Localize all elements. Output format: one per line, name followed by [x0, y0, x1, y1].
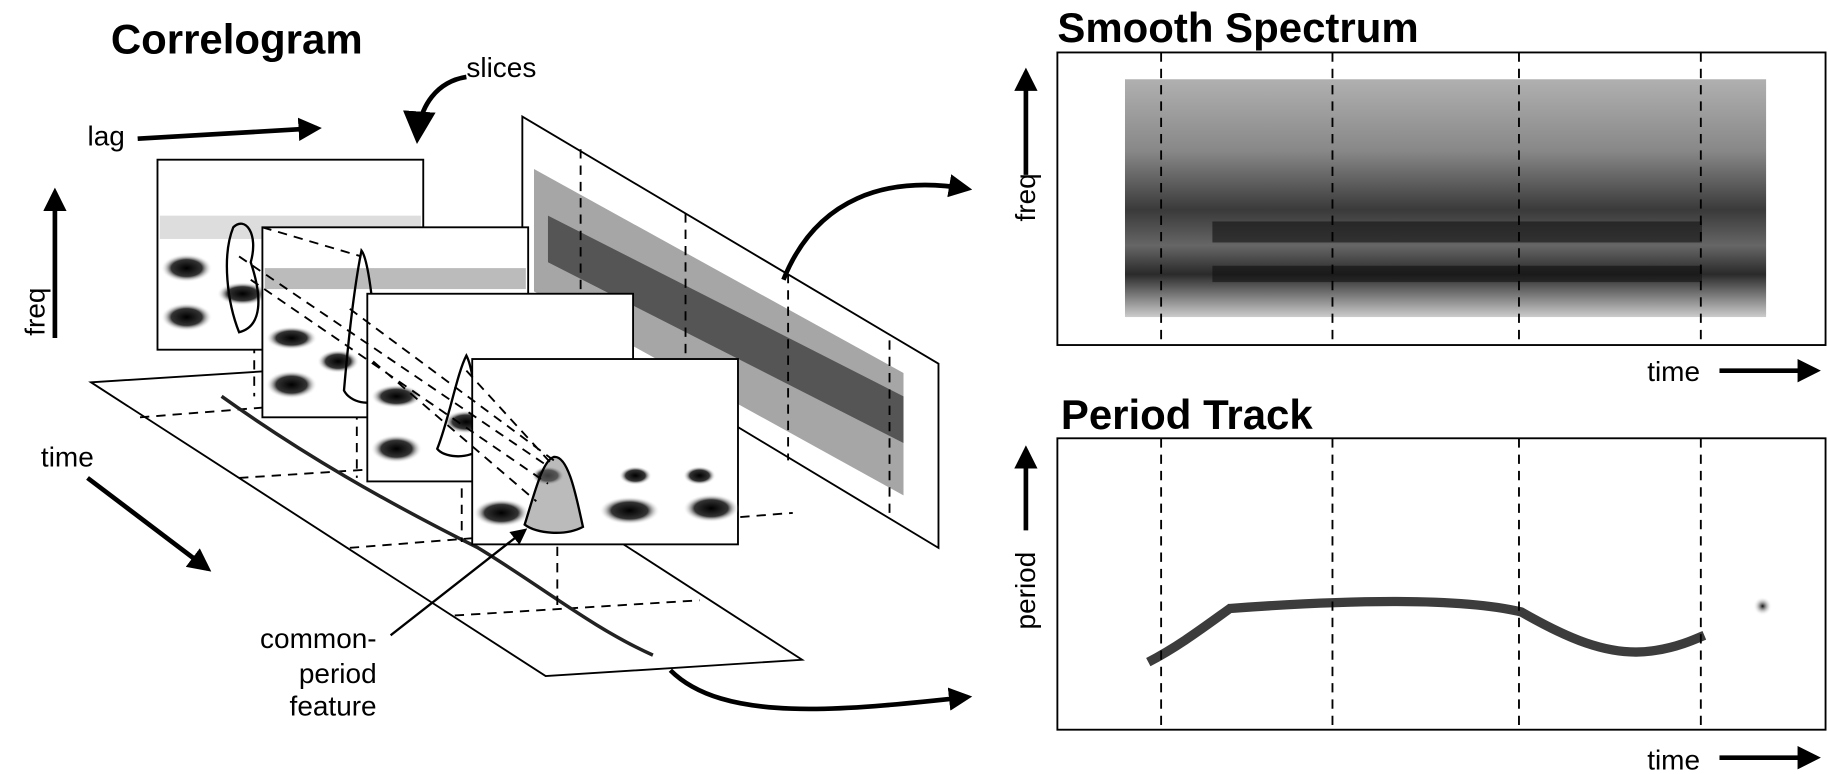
- period-track: Period Track period time: [1010, 391, 1827, 774]
- line: [86, 476, 212, 572]
- shape: [1212, 265, 1702, 283]
- correlogram: Correlogram slices lag freq time: [19, 16, 973, 722]
- label: freq: [1010, 173, 1041, 221]
- blob: [473, 498, 530, 527]
- blob: [599, 496, 660, 525]
- blob: [370, 434, 423, 463]
- label: common-: [260, 623, 377, 654]
- slice: [471, 358, 740, 546]
- path: [523, 455, 585, 534]
- line: [137, 117, 322, 142]
- label: lag: [88, 121, 125, 152]
- blob: [1753, 596, 1772, 616]
- label: time: [41, 441, 94, 472]
- line: [389, 528, 528, 637]
- blob: [619, 466, 652, 485]
- label: time: [1647, 744, 1700, 774]
- label: slices: [466, 52, 536, 83]
- plane: [547, 215, 904, 443]
- blob: [370, 384, 423, 408]
- label: time: [1647, 356, 1700, 387]
- shape: [1056, 437, 1827, 731]
- blob: [683, 494, 740, 523]
- shape: [264, 268, 526, 290]
- label: Smooth Spectrum: [1057, 4, 1418, 51]
- smooth-spectrum: Smooth Spectrum freq time: [1010, 4, 1827, 387]
- label: period: [299, 658, 377, 689]
- blob: [160, 303, 213, 332]
- path: [668, 668, 973, 712]
- path: [225, 222, 260, 334]
- path: [253, 343, 559, 612]
- blob: [216, 282, 269, 306]
- path: [220, 394, 654, 657]
- path: [781, 174, 973, 281]
- blob: [683, 466, 716, 485]
- path: [579, 149, 891, 519]
- path: [403, 74, 467, 145]
- label: Correlogram: [111, 16, 363, 63]
- blob: [317, 349, 360, 374]
- path: [1146, 596, 1707, 667]
- label: period: [1010, 552, 1041, 630]
- label: Period Track: [1061, 391, 1314, 438]
- blob: [265, 326, 318, 350]
- blob: [160, 254, 213, 283]
- shape: [1212, 221, 1702, 243]
- path: [238, 226, 555, 502]
- blob: [265, 370, 318, 399]
- label: feature: [290, 691, 377, 722]
- label: freq: [19, 288, 50, 336]
